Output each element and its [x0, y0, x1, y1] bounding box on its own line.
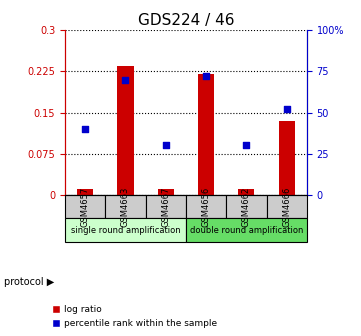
Title: GDS224 / 46: GDS224 / 46 — [138, 13, 234, 28]
Text: GSM4666: GSM4666 — [282, 186, 291, 227]
FancyBboxPatch shape — [65, 195, 105, 218]
FancyBboxPatch shape — [186, 218, 307, 242]
Bar — [158, 190, 174, 195]
Text: GSM4662: GSM4662 — [242, 186, 251, 227]
FancyBboxPatch shape — [105, 195, 145, 218]
Point — [122, 77, 128, 82]
FancyBboxPatch shape — [65, 218, 186, 242]
Bar — [238, 190, 255, 195]
Text: GSM4663: GSM4663 — [121, 186, 130, 227]
Bar — [279, 121, 295, 195]
Text: protocol ▶: protocol ▶ — [4, 277, 54, 287]
Legend: log ratio, percentile rank within the sample: log ratio, percentile rank within the sa… — [48, 302, 221, 332]
Text: single round amplification: single round amplification — [71, 226, 180, 235]
Point — [82, 126, 88, 132]
Text: GSM4657: GSM4657 — [81, 186, 90, 227]
Bar — [117, 66, 134, 195]
Point — [243, 143, 249, 148]
Text: GSM4667: GSM4667 — [161, 186, 170, 227]
Point — [284, 107, 290, 112]
FancyBboxPatch shape — [226, 195, 266, 218]
FancyBboxPatch shape — [145, 195, 186, 218]
Point — [163, 143, 169, 148]
Bar — [198, 74, 214, 195]
FancyBboxPatch shape — [186, 195, 226, 218]
Bar — [77, 190, 93, 195]
Text: double round amplification: double round amplification — [190, 226, 303, 235]
Text: GSM4656: GSM4656 — [201, 186, 210, 227]
FancyBboxPatch shape — [266, 195, 307, 218]
Point — [203, 74, 209, 79]
